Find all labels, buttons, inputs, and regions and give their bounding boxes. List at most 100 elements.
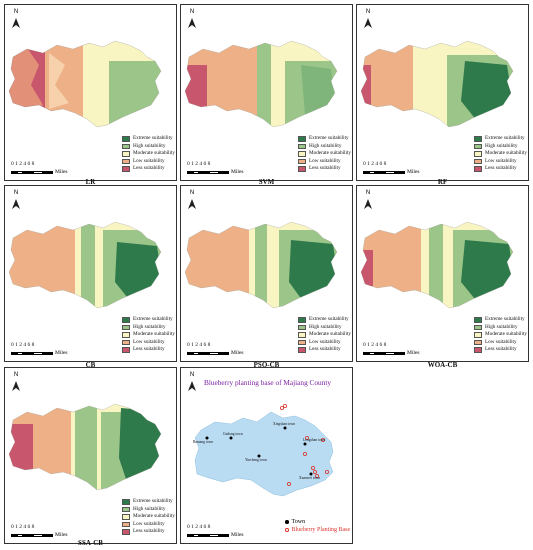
suitability-map-woa-cb bbox=[360, 221, 514, 309]
legend-item: Extreme suitability bbox=[298, 135, 351, 143]
scale-bar: 0 1 2 4 6 8 Miles bbox=[11, 161, 68, 175]
legend-item: Extreme suitability bbox=[122, 498, 175, 506]
legend: Extreme suitability High suitability Mod… bbox=[298, 316, 351, 354]
panel-caption: LR bbox=[85, 178, 96, 186]
planting-base-marker bbox=[310, 466, 315, 471]
planting-base-marker bbox=[283, 404, 288, 409]
town-marker bbox=[205, 436, 209, 440]
town-marker bbox=[309, 472, 313, 476]
map-panel-woa-cb: N Extreme suitability High suitability M… bbox=[356, 185, 529, 362]
legend-item: Low suitability bbox=[298, 339, 351, 347]
north-arrow-icon bbox=[364, 199, 372, 209]
legend-item: Moderate suitability bbox=[122, 513, 175, 521]
legend: Extreme suitability High suitability Mod… bbox=[474, 316, 527, 354]
panel-caption: WOA-CB bbox=[427, 361, 458, 369]
legend-item: High suitability bbox=[122, 143, 175, 151]
north-arrow: N bbox=[187, 190, 197, 209]
town-label: Bamang town bbox=[193, 440, 214, 444]
planting-base-marker bbox=[305, 436, 310, 441]
legend-item: Less suitability bbox=[298, 346, 351, 354]
legend: Extreme suitability High suitability Mod… bbox=[298, 135, 351, 173]
panel-caption: RF bbox=[437, 178, 448, 186]
legend-item: High suitability bbox=[474, 143, 527, 151]
north-arrow-icon bbox=[188, 18, 196, 28]
legend-item: Low suitability bbox=[474, 158, 527, 166]
town-label: Xingshan town bbox=[273, 422, 295, 426]
north-arrow: N bbox=[187, 9, 197, 28]
legend-item: Less suitability bbox=[298, 165, 351, 173]
planting-base-marker bbox=[303, 452, 308, 457]
suitability-map-lr bbox=[8, 40, 162, 128]
legend-item: Low suitability bbox=[474, 339, 527, 347]
legend: Extreme suitability High suitability Mod… bbox=[122, 498, 175, 536]
north-arrow-icon bbox=[12, 381, 20, 391]
legend: Extreme suitability High suitability Mod… bbox=[122, 135, 175, 173]
legend-item: Extreme suitability bbox=[122, 316, 175, 324]
legend-item: Extreme suitability bbox=[474, 316, 527, 324]
legend-item: Less suitability bbox=[122, 165, 175, 173]
north-arrow: N bbox=[363, 190, 373, 209]
planting-base-marker bbox=[312, 470, 317, 475]
legend-item-town: Town bbox=[285, 518, 350, 526]
legend-item: Extreme suitability bbox=[474, 135, 527, 143]
suitability-map-pso-cb bbox=[184, 221, 338, 309]
north-arrow: N bbox=[187, 372, 197, 391]
north-arrow: N bbox=[11, 190, 21, 209]
town-label: Longshan town bbox=[303, 438, 326, 442]
legend-item: Less suitability bbox=[474, 165, 527, 173]
north-arrow-icon bbox=[188, 381, 196, 391]
map-panel-cb: N Extreme suitability High suitability M… bbox=[4, 185, 177, 362]
scale-bar: 0 1 2 4 6 8 Miles bbox=[187, 342, 244, 356]
county-outline-map bbox=[194, 404, 334, 497]
panel-caption: CB bbox=[85, 361, 96, 369]
panel-caption: SSA-CB bbox=[78, 539, 103, 547]
scale-bar: 0 1 2 4 6 8 Miles bbox=[11, 342, 68, 356]
legend-item: Low suitability bbox=[122, 339, 175, 347]
north-arrow: N bbox=[363, 9, 373, 28]
town-label: Xuanwei town bbox=[299, 476, 321, 480]
map-panel-svm: N Extreme suitability High suitability M… bbox=[180, 4, 353, 181]
base-map-legend: Town Blueberry Planting Base bbox=[285, 518, 350, 534]
suitability-map-ssa-cb bbox=[8, 403, 162, 491]
legend-item: Low suitability bbox=[122, 521, 175, 529]
legend-item: Low suitability bbox=[122, 158, 175, 166]
north-arrow-icon bbox=[364, 18, 372, 28]
map-panel-rf: N Extreme suitability High suitability M… bbox=[356, 4, 529, 181]
legend-item: High suitability bbox=[122, 324, 175, 332]
legend-item: Moderate suitability bbox=[474, 150, 527, 158]
planting-base-marker bbox=[324, 470, 329, 475]
map-panel-ssa-cb: N Extreme suitability High suitability M… bbox=[4, 367, 177, 544]
scale-bar: 0 1 2 4 6 8 Miles bbox=[187, 161, 244, 175]
base-map-title: Blueberry planting base of Majiang Count… bbox=[203, 378, 332, 387]
legend-item: Less suitability bbox=[122, 528, 175, 536]
town-marker bbox=[257, 454, 261, 458]
legend-item-planting-base: Blueberry Planting Base bbox=[285, 526, 350, 534]
blueberry-base-map-panel: N Blueberry planting base of Majiang Cou… bbox=[180, 367, 353, 544]
town-marker bbox=[303, 442, 307, 446]
scale-bar: 0 1 2 4 6 8 Miles bbox=[363, 342, 420, 356]
legend-item: Moderate suitability bbox=[122, 150, 175, 158]
town-marker bbox=[229, 436, 233, 440]
map-panel-pso-cb: N Extreme suitability High suitability M… bbox=[180, 185, 353, 362]
legend-item: Low suitability bbox=[298, 158, 351, 166]
legend-item: Moderate suitability bbox=[298, 331, 351, 339]
legend-item: Less suitability bbox=[474, 346, 527, 354]
suitability-map-rf bbox=[360, 40, 514, 128]
planting-base-marker bbox=[280, 406, 285, 411]
north-arrow: N bbox=[11, 9, 21, 28]
scale-bar: 0 1 2 4 6 8 Miles bbox=[363, 161, 420, 175]
legend-item: Moderate suitability bbox=[298, 150, 351, 158]
town-marker bbox=[283, 426, 287, 430]
legend-item: Less suitability bbox=[122, 346, 175, 354]
north-arrow-icon bbox=[188, 199, 196, 209]
legend-item: Extreme suitability bbox=[122, 135, 175, 143]
town-label: Yincheng town bbox=[245, 458, 267, 462]
planting-base-marker bbox=[320, 438, 325, 443]
legend: Extreme suitability High suitability Mod… bbox=[122, 316, 175, 354]
town-label: Gudong town bbox=[223, 432, 243, 436]
legend-item: Moderate suitability bbox=[122, 331, 175, 339]
north-arrow-icon bbox=[12, 199, 20, 209]
panel-caption: PSO-CB bbox=[253, 361, 280, 369]
planting-base-marker bbox=[314, 474, 319, 479]
legend: Extreme suitability High suitability Mod… bbox=[474, 135, 527, 173]
